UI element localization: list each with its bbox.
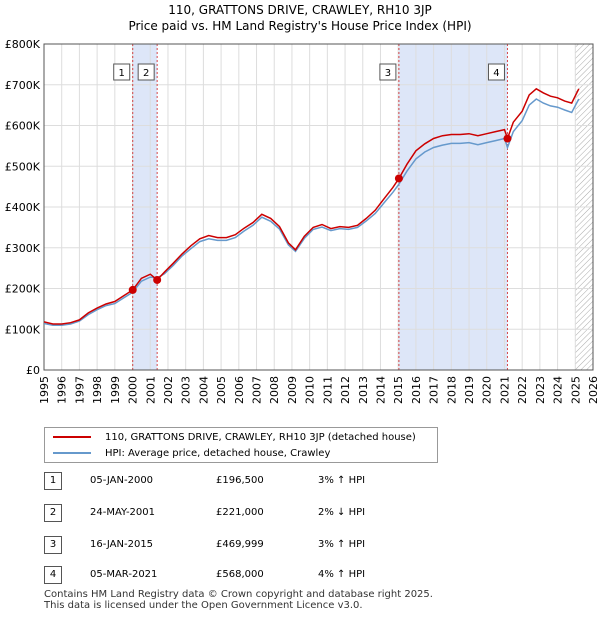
sale-date: 05-MAR-2021 <box>90 569 158 580</box>
sale-number-badge: 3 <box>44 536 62 554</box>
legend: 110, GRATTONS DRIVE, CRAWLEY, RH10 3JP (… <box>44 427 438 463</box>
legend-label-price: 110, GRATTONS DRIVE, CRAWLEY, RH10 3JP (… <box>105 431 416 443</box>
x-tick-label: 2018 <box>445 376 458 404</box>
legend-label-hpi: HPI: Average price, detached house, Craw… <box>105 447 331 459</box>
x-tick-label: 2001 <box>144 376 157 404</box>
sale-row: 4 05-MAR-2021 £568,000 4% ↑ HPI <box>44 566 464 586</box>
sale-number-box <box>379 63 397 81</box>
x-tick-label: 2009 <box>286 376 299 404</box>
sale-number-label: 2 <box>143 68 149 79</box>
x-tick-label: 2008 <box>268 376 281 404</box>
y-tick-label: £200K <box>5 283 41 296</box>
sale-number-box <box>113 63 131 81</box>
sale-number-badge: 1 <box>44 472 62 490</box>
x-tick-label: 2004 <box>197 376 210 404</box>
x-tick-label: 2010 <box>304 376 317 404</box>
sale-hpi-diff: 3% ↑ HPI <box>318 475 366 486</box>
sale-price: £568,000 <box>216 569 264 580</box>
sale-row: 2 24-MAY-2001 £221,000 2% ↓ HPI <box>44 504 464 524</box>
x-tick-label: 2012 <box>339 376 352 404</box>
sale-number-label: 1 <box>119 68 125 79</box>
sale-price: £469,999 <box>216 539 264 550</box>
price-chart: 1 2 3 4 £0 £100K £200K £300K £400K £500K £600K £70… <box>5 38 600 404</box>
x-tick-label: 2014 <box>374 376 387 404</box>
legend-swatch-price <box>53 436 91 438</box>
sale-hpi-diff: 3% ↑ HPI <box>318 539 366 550</box>
x-tick-label: 1998 <box>91 376 104 404</box>
sale-number-badge: 4 <box>44 566 62 584</box>
x-tick-label: 2024 <box>552 376 565 404</box>
x-tick-label: 2005 <box>215 376 228 404</box>
sale-point <box>503 134 512 143</box>
sale-point <box>153 275 162 284</box>
x-tick-label: 2003 <box>180 376 193 404</box>
footer-line-2: This data is licensed under the Open Gov… <box>44 600 363 611</box>
y-tick-label: £300K <box>5 242 41 255</box>
x-tick-label: 2025 <box>569 376 582 404</box>
x-tick-label: 2013 <box>357 376 370 404</box>
sale-price: £196,500 <box>216 475 264 486</box>
sale-number-badge: 2 <box>44 504 62 522</box>
footer-line-1: Contains HM Land Registry data © Crown c… <box>44 589 433 600</box>
sale-date: 24-MAY-2001 <box>90 507 156 518</box>
sale-number-box <box>487 63 505 81</box>
x-tick-label: 1996 <box>56 376 69 404</box>
sale-price: £221,000 <box>216 507 264 518</box>
price-paid-line <box>44 87 580 325</box>
chart-title: 110, GRATTONS DRIVE, CRAWLEY, RH10 3JP <box>168 3 432 17</box>
sale-row: 1 05-JAN-2000 £196,500 3% ↑ HPI <box>44 472 464 492</box>
x-tick-label: 2019 <box>463 376 476 404</box>
x-tick-label: 2002 <box>162 376 175 404</box>
x-tick-label: 2007 <box>251 376 264 404</box>
y-tick-label: £400K <box>5 201 41 214</box>
sale-number-label: 3 <box>385 68 391 79</box>
x-tick-label: 1995 <box>38 376 51 404</box>
y-tick-label: £800K <box>5 38 41 51</box>
y-tick-label: £100K <box>5 323 41 336</box>
x-tick-label: 2011 <box>321 376 334 404</box>
sale-date: 16-JAN-2015 <box>90 539 154 550</box>
sale-hpi-diff: 4% ↑ HPI <box>318 569 366 580</box>
legend-swatch-hpi <box>53 452 91 454</box>
sale-hpi-diff: 2% ↓ HPI <box>318 507 366 518</box>
x-tick-label: 2026 <box>587 376 600 404</box>
y-tick-label: £0 <box>26 364 40 377</box>
sale-number-label: 4 <box>493 68 499 79</box>
y-tick-label: £500K <box>5 160 41 173</box>
sale-point <box>394 174 403 183</box>
x-tick-label: 2022 <box>516 376 529 404</box>
sale-point <box>128 285 137 294</box>
chart-subtitle: Price paid vs. HM Land Registry's House … <box>128 19 472 33</box>
sale-row: 3 16-JAN-2015 £469,999 3% ↑ HPI <box>44 536 464 556</box>
x-tick-label: 2020 <box>481 376 494 404</box>
x-tick-label: 2021 <box>498 376 511 404</box>
x-tick-label: 2016 <box>410 376 423 404</box>
x-tick-label: 2015 <box>392 376 405 404</box>
sale-date: 05-JAN-2000 <box>90 475 154 486</box>
y-tick-label: £600K <box>5 120 41 133</box>
sale-number-box <box>137 63 155 81</box>
y-tick-label: £700K <box>5 79 41 92</box>
legend-item-price: 110, GRATTONS DRIVE, CRAWLEY, RH10 3JP (… <box>53 430 416 444</box>
plot-frame <box>43 43 594 371</box>
legend-item-hpi: HPI: Average price, detached house, Craw… <box>53 446 330 460</box>
x-tick-label: 2017 <box>428 376 441 404</box>
footer-attribution: Contains HM Land Registry data © Crown c… <box>44 589 433 611</box>
x-tick-label: 2006 <box>233 376 246 404</box>
x-tick-label: 1999 <box>109 376 122 404</box>
x-tick-label: 2023 <box>534 376 547 404</box>
x-tick-label: 2000 <box>127 376 140 404</box>
x-tick-label: 1997 <box>73 376 86 404</box>
